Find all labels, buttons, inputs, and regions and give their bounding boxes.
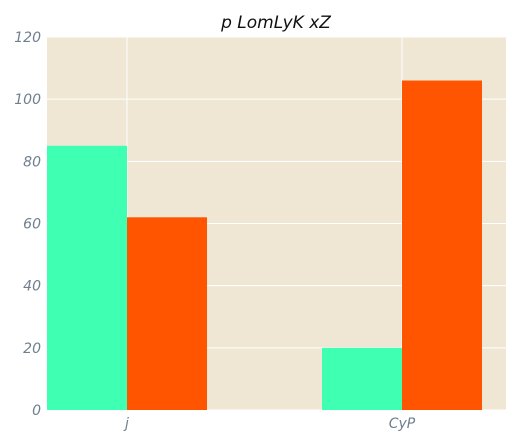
y-tick-label: 40	[23, 279, 41, 295]
y-tick-label: 60	[23, 217, 41, 233]
x-tick-label: CyP	[389, 416, 416, 432]
y-tick-label: 100	[14, 92, 41, 108]
bars	[47, 80, 482, 411]
y-tick-label: 80	[23, 154, 41, 170]
bar-j-series-1	[47, 145, 127, 410]
y-tick-label: 20	[23, 341, 41, 357]
bar-CyP-series-2	[402, 80, 482, 411]
y-axis-ticks: 0 20 40 60 80 100 120	[14, 30, 41, 419]
y-tick-label: 120	[14, 30, 41, 46]
bar-CyP-series-1	[322, 347, 402, 410]
y-tick-label: 0	[32, 403, 41, 419]
x-axis-ticks: j CyP	[123, 416, 416, 432]
bar-j-series-2	[127, 217, 207, 410]
x-tick-label: j	[123, 416, 129, 432]
chart-title: p LomLyK xZ	[220, 13, 331, 33]
